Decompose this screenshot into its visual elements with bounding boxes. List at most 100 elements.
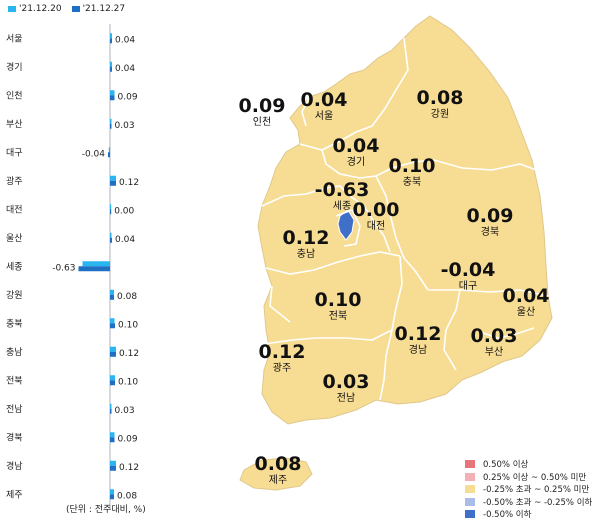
category-label: 충북 (6, 318, 23, 329)
category-label: 부산 (6, 119, 23, 130)
bar-value-label: 0.12 (119, 178, 139, 188)
legend-swatch-series1 (8, 5, 16, 12)
bar-series2 (110, 209, 112, 215)
bar-series1 (110, 61, 112, 67)
bar-series1 (110, 204, 112, 210)
bar-series2 (110, 408, 112, 414)
map-legend-row-4: -0.50% 이하 (465, 508, 592, 521)
map-value-16: 0.08 (255, 453, 302, 475)
map-region-name-5: 세종 (333, 200, 351, 212)
map-legend-swatch-4 (465, 510, 475, 519)
map-value-10: 0.04 (503, 285, 550, 307)
bar-series1 (110, 232, 112, 238)
category-label: 전남 (6, 404, 23, 415)
map-region-name-10: 울산 (517, 306, 535, 318)
bar-series2 (110, 180, 116, 186)
map-jeju (239, 457, 313, 491)
legend-label-series1: '21.12.20 (19, 4, 62, 14)
map-legend-label-3: -0.50% 초과 ~ -0.25% 이하 (483, 497, 593, 508)
map-region-name-8: 충남 (297, 248, 315, 260)
map-region-name-6: 대전 (367, 220, 385, 232)
map-value-11: 0.10 (315, 289, 362, 311)
category-label: 광주 (6, 175, 23, 187)
unit-note: (단위 : 전주대비, %) (66, 505, 146, 515)
map-value-3: 0.04 (333, 135, 380, 157)
bar-series2 (110, 437, 115, 443)
category-label: 강원 (6, 290, 23, 301)
bar-series2 (110, 294, 114, 300)
bar-series2 (108, 152, 110, 158)
map-region-name-14: 광주 (273, 362, 291, 374)
bar-value-label: -0.63 (52, 263, 75, 273)
category-label: 세종 (6, 261, 23, 272)
bar-series1 (110, 33, 112, 39)
bar-series1 (110, 489, 114, 495)
map-legend-swatch-0 (465, 460, 475, 469)
map-region-name-11: 전북 (329, 310, 347, 322)
legend-swatch-series2 (71, 5, 80, 12)
map-value-2: 0.08 (417, 87, 464, 109)
bar-value-label: 0.04 (115, 35, 135, 45)
category-label: 대전 (6, 204, 23, 215)
bar-value-label: 0.10 (118, 377, 138, 387)
bar-value-label: 0.03 (115, 406, 135, 416)
map-region-name-4: 충북 (403, 176, 421, 188)
bar-series2 (110, 95, 115, 101)
bar-value-label: 0.12 (119, 463, 139, 473)
map-region-name-3: 경기 (347, 155, 365, 168)
category-label: 경북 (6, 431, 23, 443)
map-legend: 0.50% 이상 0.25% 이상 ~ 0.50% 미만 -0.25% 초과 ~… (465, 458, 592, 521)
map-region-name-1: 서울 (315, 110, 333, 122)
legend-label-series2: '21.12.27 (82, 4, 126, 14)
bar-value-label: 0.08 (117, 292, 137, 302)
bar-series1 (110, 375, 115, 381)
bar-value-label: 0.09 (118, 92, 138, 102)
legend-item-series1: '21.12.20 (8, 4, 62, 14)
map-legend-row-0: 0.50% 이상 (465, 458, 592, 471)
map-value-14: 0.12 (259, 341, 306, 363)
map-value-4: 0.10 (389, 155, 436, 177)
map-value-7: 0.09 (467, 205, 514, 227)
map-legend-swatch-3 (465, 497, 475, 506)
bar-series1 (110, 289, 114, 295)
bar-value-label: 0.00 (114, 206, 134, 216)
bar-series2 (110, 66, 112, 72)
bar-series2 (78, 266, 110, 272)
bar-series1 (110, 90, 115, 96)
map-region-name-0: 인천 (253, 116, 271, 128)
bar-series2 (110, 237, 112, 243)
map-value-13: 0.03 (471, 325, 518, 347)
map-legend-row-3: -0.50% 초과 ~ -0.25% 이하 (465, 496, 592, 509)
map-value-9: -0.04 (441, 259, 496, 281)
category-label: 서울 (6, 33, 23, 44)
bar-series2 (110, 380, 115, 386)
bar-series2 (110, 323, 115, 329)
bar-series2 (110, 351, 116, 357)
map-legend-label-0: 0.50% 이상 (483, 460, 529, 471)
map-region-name-7: 경북 (481, 225, 499, 238)
category-label: 울산 (6, 233, 23, 244)
bar-series1 (110, 318, 115, 324)
map-value-15: 0.03 (323, 371, 370, 393)
category-label: 제주 (6, 489, 23, 500)
map-legend-swatch-2 (465, 485, 475, 494)
map-legend-label-1: 0.25% 이상 ~ 0.50% 미만 (483, 472, 587, 483)
bar-series2 (110, 123, 112, 129)
bar-series1 (108, 147, 110, 153)
category-label: 전북 (6, 375, 23, 386)
category-label: 충남 (6, 347, 23, 358)
bar-series2 (110, 465, 116, 471)
map-legend-row-2: -0.25% 초과 ~ 0.25% 미만 (465, 483, 592, 496)
bar-series2 (110, 494, 114, 500)
map-region-name-16: 제주 (269, 474, 287, 486)
map-region-name-13: 부산 (485, 346, 503, 358)
bar-series1 (110, 346, 116, 352)
category-label: 대구 (6, 147, 23, 158)
map-value-6: 0.00 (353, 199, 400, 221)
map-borders (261, 37, 549, 401)
map-region-name-2: 강원 (431, 108, 449, 120)
category-label: 경기 (6, 61, 23, 73)
regional-bar-chart: 서울 0.04 경기 0.04 인천 0.09 부산 0.03 대구 -0.04 광주 0.12 대전 0… (6, 24, 139, 509)
bar-value-label: 0.09 (118, 434, 138, 444)
bar-series1 (82, 261, 110, 267)
